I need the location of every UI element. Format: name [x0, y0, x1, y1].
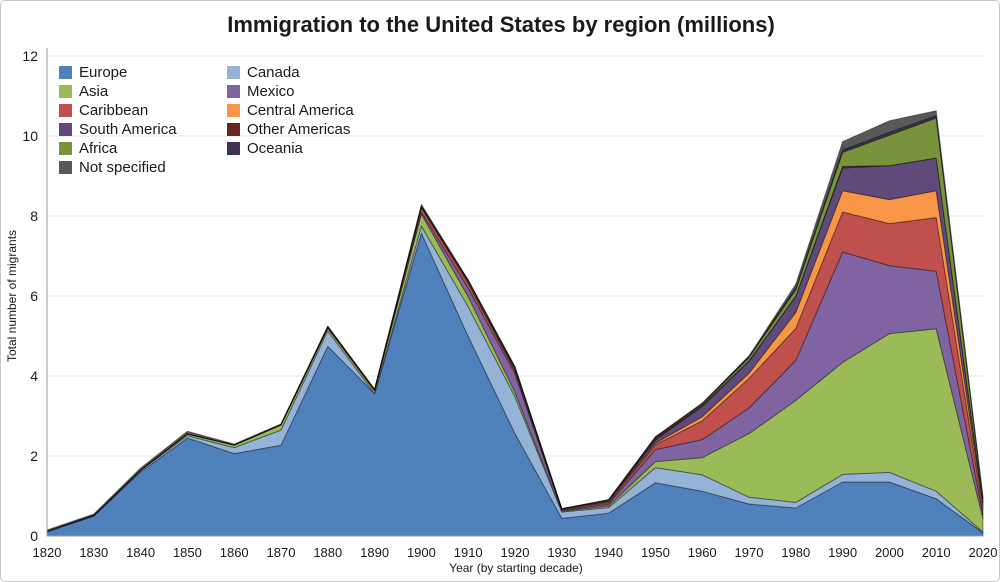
y-tick-label-2: 2 — [30, 448, 38, 464]
chart-title: Immigration to the United States by regi… — [227, 12, 775, 37]
x-tick-label-1940: 1940 — [594, 545, 623, 560]
legend-label: Europe — [79, 64, 128, 81]
x-tick-label-1980: 1980 — [781, 545, 810, 560]
y-tick-label-0: 0 — [30, 528, 38, 544]
area-africa — [46, 117, 984, 532]
x-tick-label-1950: 1950 — [641, 545, 670, 560]
x-tick-label-1850: 1850 — [173, 545, 202, 560]
legend-label: South America — [79, 121, 177, 138]
x-tick-label-2020: 2020 — [969, 545, 998, 560]
legend-swatch-europe — [59, 66, 72, 79]
x-tick-label-1860: 1860 — [220, 545, 249, 560]
y-tick-label-8: 8 — [30, 208, 38, 224]
legend-label: Central America — [247, 102, 354, 119]
x-tick-label-1820: 1820 — [33, 545, 62, 560]
tick-labels: 0 2 4 6 8 10 12 1820 1830 1840 1850 1860 1870 1880 189… — [22, 48, 997, 560]
legend-label: Mexico — [247, 83, 295, 100]
x-tick-label-1930: 1930 — [547, 545, 576, 560]
y-axis-title: Total number of migrants — [5, 230, 19, 362]
legend-item-caribbean: Caribbean — [59, 101, 227, 120]
legend-item-central-america: Central America — [227, 101, 417, 120]
legend-item-other-americas: Other Americas — [227, 120, 417, 139]
legend-swatch-mexico — [227, 85, 240, 98]
legend-item-south-america: South America — [59, 120, 227, 139]
area-caribbean — [46, 207, 984, 532]
area-asia — [46, 213, 984, 533]
area-oceania — [46, 115, 984, 532]
legend-item-europe: Europe — [59, 63, 227, 82]
area-south-america — [46, 157, 984, 532]
stacked-areas — [46, 110, 984, 537]
legend-item-canada: Canada — [227, 63, 417, 82]
x-tick-label-1920: 1920 — [501, 545, 530, 560]
legend-label: Asia — [79, 83, 109, 100]
legend-swatch-central-america — [227, 104, 240, 117]
legend-item-mexico: Mexico — [227, 82, 417, 101]
legend-label: Canada — [247, 64, 300, 81]
y-tick-label-12: 12 — [22, 48, 38, 64]
legend-swatch-asia — [59, 85, 72, 98]
legend-swatch-africa — [59, 142, 72, 155]
legend-swatch-caribbean — [59, 104, 72, 117]
x-tick-label-1900: 1900 — [407, 545, 436, 560]
x-tick-label-1890: 1890 — [360, 545, 389, 560]
chart-legend: Europe Canada Asia Mexico Caribbean Central A… — [59, 63, 417, 177]
y-tick-label-10: 10 — [22, 128, 38, 144]
legend-item-asia: Asia — [59, 82, 227, 101]
x-tick-label-2010: 2010 — [922, 545, 951, 560]
y-tick-label-4: 4 — [30, 368, 38, 384]
x-tick-label-1910: 1910 — [454, 545, 483, 560]
legend-item-oceania: Oceania — [227, 139, 417, 158]
x-tick-label-1960: 1960 — [688, 545, 717, 560]
area-not-specified — [46, 110, 984, 532]
x-tick-label-1830: 1830 — [79, 545, 108, 560]
legend-spacer — [227, 158, 417, 177]
legend-item-not-specified: Not specified — [59, 158, 227, 177]
y-tick-label-6: 6 — [30, 288, 38, 304]
legend-swatch-oceania — [227, 142, 240, 155]
legend-swatch-canada — [227, 66, 240, 79]
area-mexico — [46, 211, 984, 532]
legend-label: Africa — [79, 140, 118, 157]
legend-label: Oceania — [247, 140, 303, 157]
x-tick-label-1880: 1880 — [313, 545, 342, 560]
legend-item-africa: Africa — [59, 139, 227, 158]
x-axis-title: Year (by starting decade) — [449, 561, 583, 575]
legend-swatch-not-specified — [59, 161, 72, 174]
axes — [46, 48, 983, 537]
legend-label: Other Americas — [247, 121, 351, 138]
legend-label: Not specified — [79, 159, 166, 176]
x-tick-label-1870: 1870 — [267, 545, 296, 560]
x-tick-label-1840: 1840 — [126, 545, 155, 560]
legend-swatch-other-americas — [227, 123, 240, 136]
legend-label: Caribbean — [79, 102, 149, 119]
legend-swatch-south-america — [59, 123, 72, 136]
x-tick-label-2000: 2000 — [875, 545, 904, 560]
area-central-america — [46, 190, 984, 532]
x-tick-label-1970: 1970 — [735, 545, 764, 560]
x-tick-label-1990: 1990 — [828, 545, 857, 560]
